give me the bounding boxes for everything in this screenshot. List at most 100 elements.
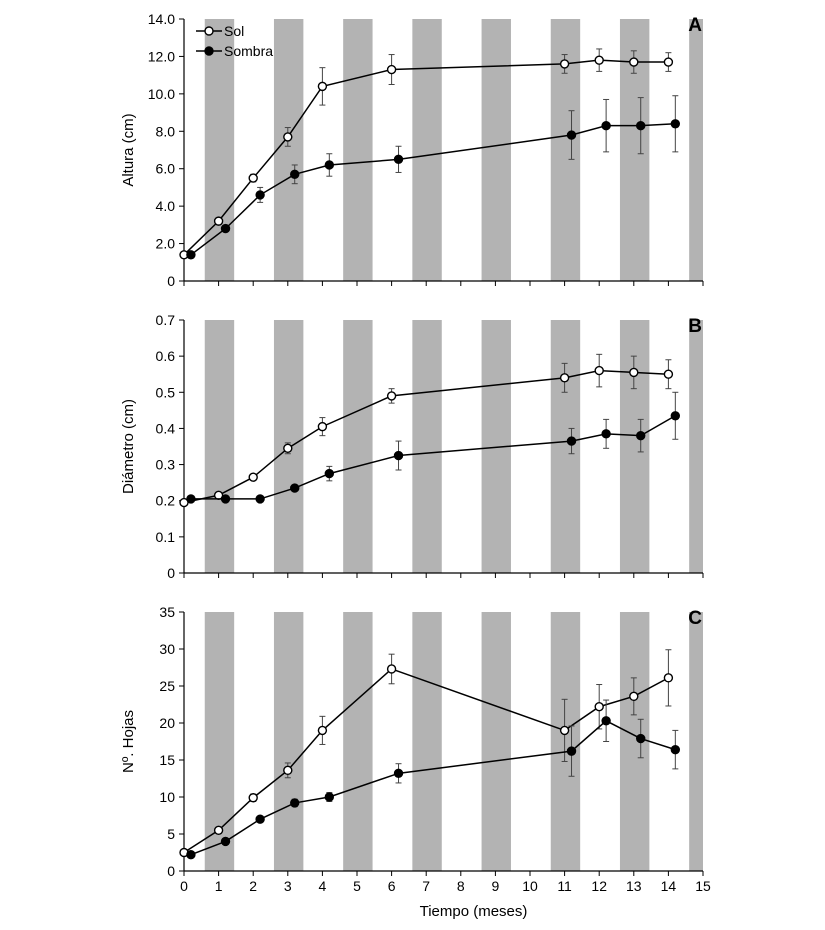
series-line — [183, 369, 669, 504]
x-tick-label: 13 — [626, 878, 642, 894]
data-point — [629, 367, 639, 378]
data-point — [186, 850, 196, 860]
shaded-band — [550, 19, 581, 281]
x-tick-label: 14 — [661, 878, 677, 894]
data-point — [393, 450, 404, 461]
y-tick-label: 0.7 — [156, 312, 176, 328]
data-point — [317, 81, 328, 92]
y-tick-label: 8.0 — [156, 123, 176, 139]
y-tick-label: 0 — [167, 863, 175, 879]
series-sombra — [186, 699, 681, 860]
y-tick-label: 0.6 — [156, 348, 176, 364]
x-tick-label: 6 — [388, 878, 396, 894]
data-point — [324, 468, 335, 479]
legend-marker — [204, 26, 214, 36]
y-tick-label: 5 — [167, 826, 175, 842]
shaded-band — [689, 320, 703, 573]
y-axis-title: Diámetro (cm) — [120, 399, 137, 494]
x-tick-label: 8 — [457, 878, 465, 894]
data-point — [663, 673, 674, 683]
data-point — [283, 443, 293, 454]
data-point — [663, 369, 674, 379]
x-tick-label: 9 — [492, 878, 500, 894]
y-tick-label: 20 — [159, 715, 175, 731]
y-tick-label: 2.0 — [156, 236, 176, 252]
data-point — [220, 494, 231, 504]
shaded-band — [550, 612, 581, 871]
series-sombra — [186, 95, 681, 260]
data-point — [248, 472, 258, 482]
y-tick-label: 4.0 — [156, 198, 176, 214]
data-point — [559, 59, 570, 69]
data-point — [601, 716, 611, 726]
shaded-band — [273, 612, 304, 871]
y-tick-label: 0.2 — [156, 493, 176, 509]
data-point — [629, 691, 639, 702]
data-point — [255, 190, 265, 200]
data-point — [248, 173, 258, 183]
series-line — [183, 59, 669, 256]
data-point — [220, 223, 231, 234]
shaded-band — [204, 19, 235, 281]
shaded-band — [689, 612, 703, 871]
legend: Sol Sombra — [196, 23, 273, 59]
x-tick-label: 5 — [353, 878, 361, 894]
y-tick-label: 10 — [159, 789, 175, 805]
series-line — [190, 415, 676, 500]
y-tick-label: 0.1 — [156, 529, 176, 545]
data-point — [594, 702, 604, 712]
x-tick-label: 3 — [284, 878, 292, 894]
data-point — [559, 725, 570, 736]
data-point — [601, 120, 611, 131]
series-line — [190, 123, 676, 256]
chart-panel-b: 0 0.1 0.2 0.3 0.4 0.5 0.6 0.7 Diámetro (cm) B — [120, 312, 704, 581]
data-point — [186, 250, 196, 260]
data-point — [566, 746, 577, 756]
panel-label: C — [688, 608, 702, 629]
y-tick-label: 10.0 — [148, 86, 175, 102]
shaded-band — [343, 19, 373, 281]
x-tick-label: 10 — [522, 878, 538, 894]
data-point — [636, 430, 646, 441]
data-point — [566, 436, 577, 446]
panel-label: A — [688, 15, 702, 36]
x-tick-label: 1 — [215, 878, 223, 894]
data-point — [324, 792, 335, 802]
shaded-band — [412, 612, 442, 871]
x-tick-label: 2 — [249, 878, 257, 894]
shaded-band — [550, 320, 581, 573]
shaded-band — [204, 320, 235, 573]
data-point — [601, 429, 611, 439]
data-point — [290, 483, 300, 493]
data-point — [594, 55, 604, 65]
x-tick-label: 4 — [319, 878, 327, 894]
data-point — [248, 793, 258, 803]
data-point — [324, 160, 335, 170]
y-tick-label: 15 — [159, 752, 175, 768]
y-tick-label: 12.0 — [148, 48, 175, 64]
data-point — [629, 57, 639, 67]
data-point — [566, 130, 577, 140]
series-line — [190, 719, 676, 856]
x-tick-label: 11 — [557, 878, 572, 894]
data-point — [636, 120, 646, 131]
series-sombra — [186, 391, 681, 504]
series-line — [183, 668, 669, 854]
data-point — [386, 64, 397, 75]
data-point — [393, 768, 404, 779]
shaded-band — [412, 19, 442, 281]
series-sol — [179, 649, 674, 858]
legend-label: Sombra — [224, 43, 273, 59]
y-tick-label: 14.0 — [148, 11, 175, 27]
shaded-band — [619, 320, 650, 573]
data-point — [290, 798, 300, 808]
y-tick-label: 35 — [159, 604, 175, 620]
data-point — [255, 814, 265, 824]
data-point — [386, 391, 397, 401]
y-axis-title: Nº. Hojas — [120, 710, 137, 773]
y-tick-label: 0.5 — [156, 384, 176, 400]
shaded-band — [689, 19, 703, 281]
y-tick-label: 25 — [159, 678, 175, 694]
